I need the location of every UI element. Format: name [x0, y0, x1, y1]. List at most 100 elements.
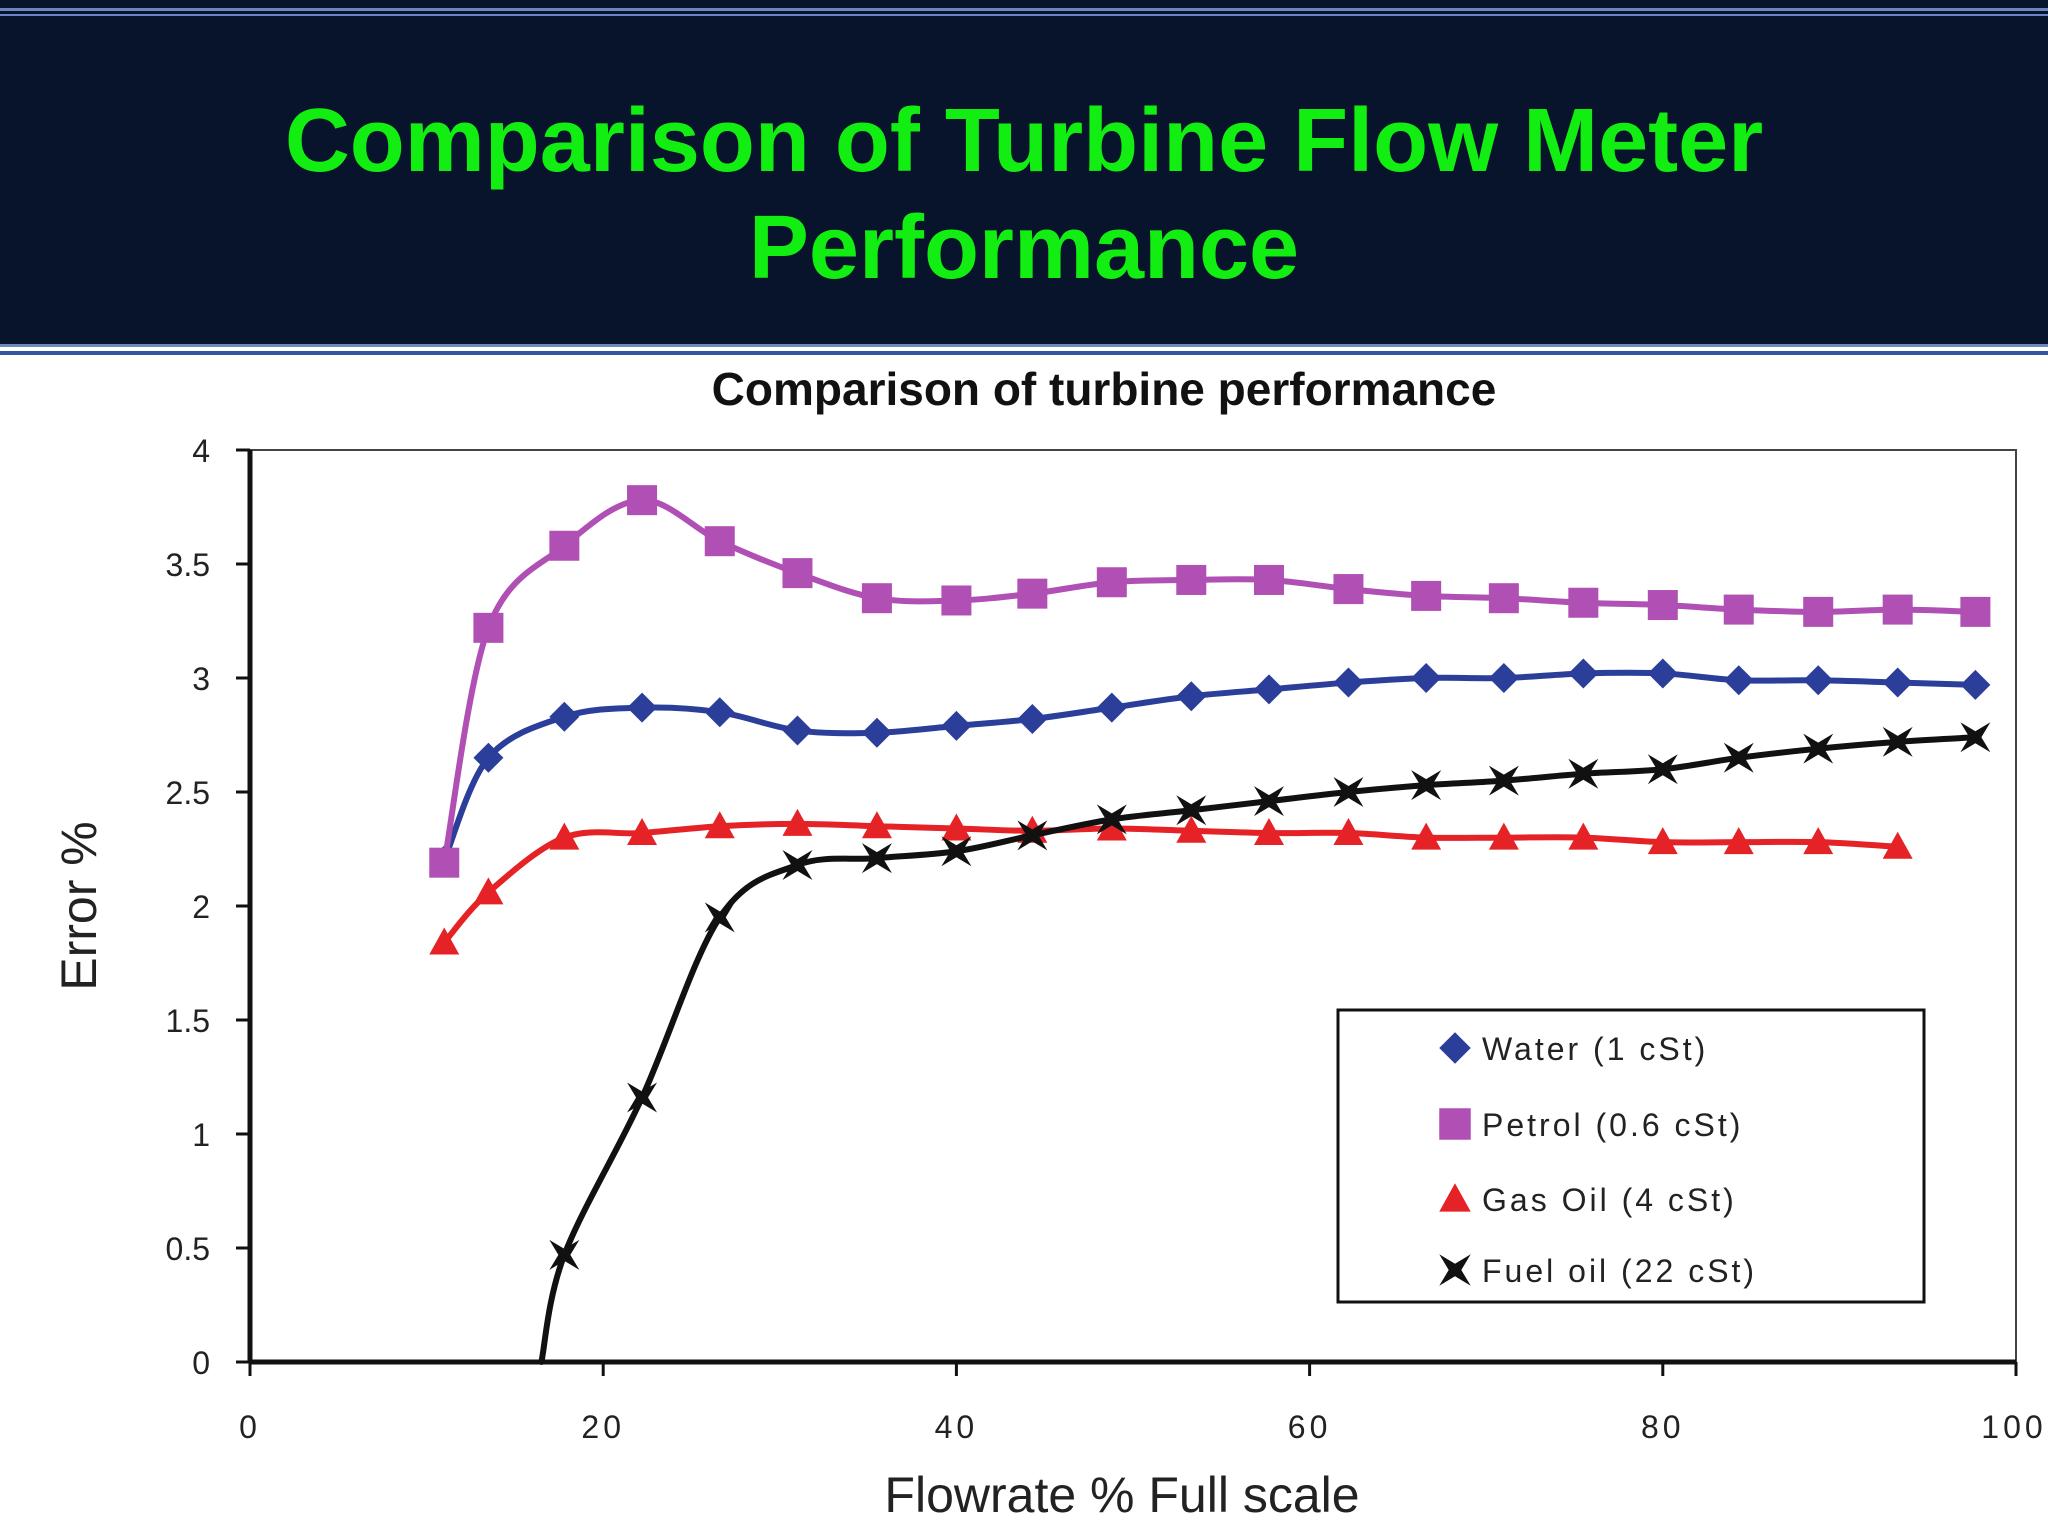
data-point-fuel-oil: [549, 1239, 580, 1270]
data-point-fuel-oil: [1803, 733, 1834, 764]
data-point-petrol: [782, 558, 813, 589]
data-point-water: [549, 701, 580, 732]
data-point-petrol: [1253, 564, 1284, 595]
data-point-gas-oil: [941, 813, 972, 841]
data-point-water: [1723, 665, 1754, 696]
y-axis-label: Error %: [51, 821, 107, 990]
data-point-gas-oil: [1723, 827, 1754, 855]
data-point-gas-oil: [1333, 818, 1364, 846]
data-point-water: [1882, 667, 1913, 698]
data-point-water: [941, 710, 972, 741]
data-point-petrol: [1096, 567, 1127, 598]
data-point-water: [1333, 667, 1364, 698]
y-tick-label: 2.5: [166, 775, 210, 811]
y-tick-label: 0: [192, 1345, 210, 1381]
series-water: [429, 658, 1991, 876]
data-point-fuel-oil: [1411, 770, 1442, 801]
data-point-gas-oil: [429, 927, 460, 955]
data-point-water: [861, 717, 892, 748]
header-top-rule-thin: [0, 14, 2048, 16]
data-point-gas-oil: [1096, 813, 1127, 841]
data-point-fuel-oil: [1723, 742, 1754, 773]
data-point-water: [1176, 681, 1207, 712]
series-line-fuel-oil: [538, 734, 1979, 1365]
series-line-gas-oil: [441, 820, 1901, 946]
data-point-fuel-oil: [1017, 820, 1048, 851]
data-point-gas-oil: [1411, 822, 1442, 850]
data-point-petrol: [1882, 594, 1913, 625]
data-point-petrol: [549, 530, 580, 561]
data-point-petrol: [861, 583, 892, 614]
series-gas-oil: [429, 808, 1913, 955]
data-point-fuel-oil: [1096, 804, 1127, 835]
data-point-gas-oil: [861, 811, 892, 839]
data-point-fuel-oil: [704, 902, 735, 933]
data-point-fuel-oil: [861, 843, 892, 874]
x-tick-label: 100: [1981, 1409, 2046, 1445]
legend-label-petrol: Petrol (0.6 cSt): [1482, 1107, 1743, 1143]
data-point-petrol: [1017, 578, 1048, 609]
legend-label-fuel-oil: Fuel oil (22 cSt): [1482, 1253, 1757, 1289]
data-point-gas-oil: [782, 808, 813, 836]
x-tick-label: 0: [239, 1409, 261, 1445]
data-point-petrol: [1488, 583, 1519, 614]
y-tick-label: 3: [192, 661, 210, 697]
y-axis-ticks: 0 0.5 1 1.5 2 2.5 3 3.5 4: [166, 433, 250, 1381]
data-point-fuel-oil: [1253, 786, 1284, 817]
data-point-water: [473, 742, 504, 773]
data-point-water: [627, 692, 658, 723]
data-point-water: [1096, 692, 1127, 723]
slide-title: Comparison of Turbine Flow Meter Perform…: [120, 88, 1928, 302]
data-point-gas-oil: [1253, 818, 1284, 846]
data-point-water: [1253, 674, 1284, 705]
data-point-gas-oil: [1488, 822, 1519, 850]
data-point-gas-oil: [473, 877, 504, 905]
legend-marker-fuel-oil: [1439, 1254, 1471, 1286]
x-tick-label: 80: [1641, 1409, 1685, 1445]
legend-marker-gas-oil: [1439, 1183, 1471, 1212]
data-point-petrol: [1647, 590, 1678, 621]
y-tick-label: 1.5: [166, 1003, 210, 1039]
data-point-petrol: [704, 526, 735, 557]
x-axis-ticks: 0 20 40 60 80 100: [239, 1362, 2046, 1445]
data-point-petrol: [1568, 587, 1599, 618]
legend-marker-petrol: [1439, 1108, 1471, 1140]
data-point-fuel-oil: [1882, 726, 1913, 757]
data-point-fuel-oil: [941, 836, 972, 867]
data-point-fuel-oil: [1647, 754, 1678, 785]
header-bottom-rule-thick: [0, 351, 2048, 355]
data-point-gas-oil: [1568, 822, 1599, 850]
data-point-fuel-oil: [1568, 758, 1599, 789]
series-line-petrol: [441, 497, 1979, 866]
data-point-water: [1411, 663, 1442, 693]
data-point-water: [1017, 704, 1048, 735]
y-tick-label: 1: [192, 1117, 210, 1153]
series-fuel-oil: [538, 722, 1991, 1365]
legend-marker-water: [1439, 1032, 1471, 1064]
data-point-water: [1647, 658, 1678, 689]
x-tick-label: 60: [1288, 1409, 1332, 1445]
series-petrol: [429, 485, 1991, 878]
data-point-gas-oil: [627, 818, 658, 846]
header-bottom-rule: [0, 344, 2048, 347]
legend-label-gas-oil: Gas Oil (4 cSt): [1482, 1182, 1737, 1218]
data-point-gas-oil: [549, 822, 580, 850]
data-point-fuel-oil: [782, 849, 813, 880]
data-point-petrol: [1176, 564, 1207, 595]
data-point-fuel-oil: [1176, 795, 1207, 826]
data-point-petrol: [473, 612, 504, 643]
data-point-water: [1960, 669, 1991, 700]
chart-title: Comparison of turbine performance: [712, 363, 1497, 415]
data-point-petrol: [941, 585, 972, 616]
legend-label-water: Water (1 cSt): [1482, 1031, 1708, 1067]
data-point-petrol: [1411, 580, 1442, 611]
legend-box: [1336, 1008, 1926, 1304]
data-point-fuel-oil: [1488, 765, 1519, 796]
data-point-gas-oil: [1882, 831, 1913, 859]
x-tick-label: 20: [581, 1409, 625, 1445]
data-point-fuel-oil: [1333, 777, 1364, 807]
data-point-water: [704, 697, 735, 728]
data-point-water: [1803, 665, 1834, 696]
data-point-gas-oil: [704, 811, 735, 839]
series-layer: [429, 485, 1991, 1365]
